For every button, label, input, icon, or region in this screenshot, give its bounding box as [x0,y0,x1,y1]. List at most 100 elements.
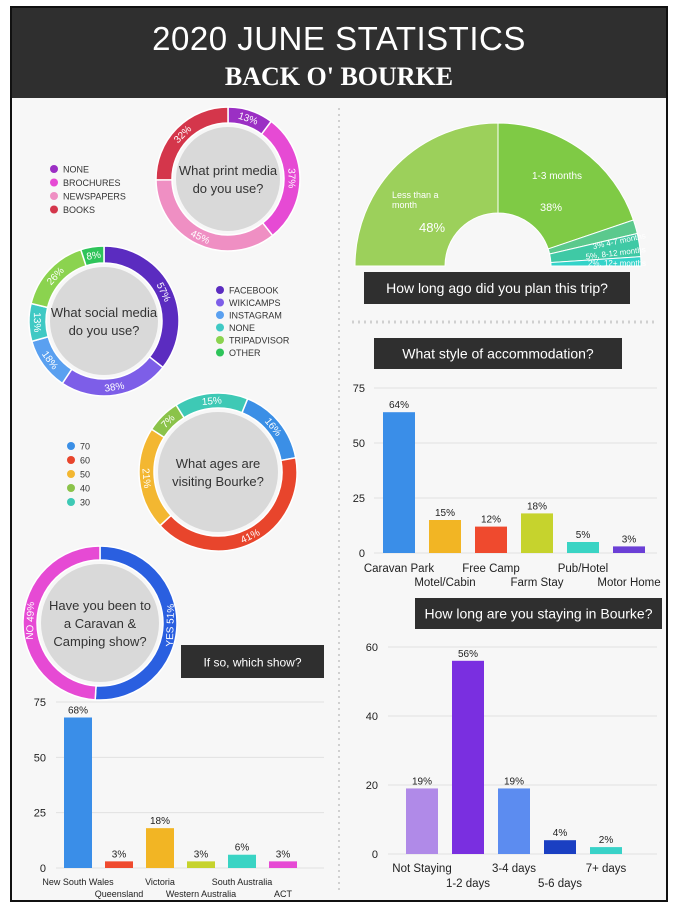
plan-trip-label: 2%, 12+ months [588,259,646,268]
caravan-show-slice-label: NO 49% [25,602,37,640]
stay-length-chart-ytick: 60 [366,642,378,654]
caravan-show-slice-label: YES 51% [165,604,177,647]
accommodation-chart-bar [383,412,415,553]
accommodation-chart-ytick: 25 [353,493,365,505]
social-media-center [50,267,158,375]
which-show-chart-bar [269,861,297,868]
social-media-slice-label: 8% [86,250,102,263]
ages-legend-item: 40 [80,484,90,494]
stay-length-chart-ytick: 40 [366,711,378,723]
accommodation-chart-category-label: Pub/Hotel [558,563,609,575]
accommodation-chart-ytick: 50 [353,438,365,450]
stay-length-chart-ytick: 0 [372,849,378,861]
accommodation-chart-value-label: 5% [576,530,591,541]
which-show-chart-bar [146,828,174,868]
infographic-frame: 2020 JUNE STATISTICS BACK O' BOURKE 13% 3… [10,6,668,902]
which-show-chart-category-label: Western Australia [166,889,236,899]
social-media-slice [79,245,105,267]
social-media-legend-item: OTHER [229,348,261,358]
social-media-question: What social media [51,305,158,320]
plan-trip-label: Less than a [392,190,439,200]
ages-center [158,412,278,532]
accommodation-chart-category-label: Motor Home [597,577,660,589]
which-show-chart-category-label: South Australia [212,877,273,887]
accommodation-chart-ytick: 75 [353,383,365,395]
accommodation-chart-value-label: 12% [481,515,501,526]
stay-length-chart-bar [590,847,622,854]
social-media-legend-item: NONE [229,323,255,333]
social-media-legend-item: TRIPADVISOR [229,336,290,346]
print-media-legend-dot [50,205,58,214]
which-show-chart-value-label: 3% [194,849,209,860]
print-media-legend-item: NEWSPAPERS [63,192,126,202]
which-show-chart-value-label: 3% [112,849,127,860]
print-media-legend-item: BROCHURES [63,178,121,188]
stay-length-chart-value-label: 19% [504,776,524,787]
social-media-legend-item: WIKICAMPS [229,298,281,308]
ages-legend-dot [67,484,75,492]
ages-slice-label: 15% [201,395,222,408]
which-show-chart-category-label: ACT [274,889,293,899]
ages-question: visiting Bourke? [172,474,264,489]
print-media-legend-dot [50,178,58,187]
which-show-chart-value-label: 6% [235,843,250,854]
which-show-chart-bar [228,854,256,868]
accommodation-chart-category-label: Motel/Cabin [414,577,475,589]
print-media-slice-label: 37% [285,168,296,188]
caravan-show-question: Have you been to [49,598,151,613]
stay-length-box [415,598,662,629]
header-banner: 2020 JUNE STATISTICS BACK O' BOURKE [12,8,666,98]
stay-length-chart-bar [452,660,484,854]
plan-trip-slice [497,122,635,250]
plan-trip-label: month [392,200,417,210]
accommodation-chart-bar [613,546,645,553]
stay-length-chart-value-label: 4% [553,828,568,839]
social-media-legend-dot [216,286,224,294]
caravan-show-question: Camping show? [53,634,146,649]
print-media-legend-item: BOOKS [63,205,95,215]
ages-legend-item: 30 [80,498,90,508]
print-media-legend-item: NONE [63,165,89,175]
plan-trip-box [364,272,630,304]
which-show-chart-ytick: 50 [34,752,46,764]
accommodation-chart-value-label: 15% [435,508,455,519]
social-media-legend-dot [216,311,224,319]
accommodation-chart-bar [521,513,553,553]
which-show-chart-category-label: Victoria [145,877,175,887]
plan-trip-slice [354,122,499,267]
print-media-question: do you use? [193,181,264,196]
stay-length-chart-category-label: Not Staying [392,863,451,875]
caravan-show-question: a Caravan & [64,616,137,631]
stay-length-chart-value-label: 19% [412,776,432,787]
accommodation-chart-category-label: Caravan Park [364,563,435,575]
stay-length-chart-category-label: 5-6 days [538,878,582,890]
caravan-show-slice [22,545,101,701]
stay-length-chart-category-label: 7+ days [586,863,627,875]
stay-length-chart-category-label: 1-2 days [446,878,490,890]
page-subtitle: BACK O' BOURKE [224,62,454,91]
accommodation-chart-value-label: 3% [622,534,637,545]
which-show-chart-category-label: Queensland [95,889,144,899]
social-media-legend-item: FACEBOOK [229,286,279,296]
which-show-chart-ytick: 25 [34,808,46,820]
ages-legend-item: 70 [80,442,90,452]
which-show-chart-value-label: 18% [150,816,170,827]
which-show-chart-category-label: New South Wales [42,877,114,887]
caravan-show-center [41,564,159,682]
social-media-legend-dot [216,336,224,344]
ages-question: What ages are [176,456,261,471]
which-show-chart-ytick: 0 [40,863,46,875]
accommodation-chart-category-label: Free Camp [462,563,520,575]
ages-legend-dot [67,470,75,478]
stay-length-chart-value-label: 2% [599,835,614,846]
ages-legend-item: 60 [80,456,90,466]
accommodation-chart-value-label: 64% [389,400,409,411]
which-show-chart-ytick: 75 [34,697,46,709]
plan-trip-pct: 38% [540,202,562,214]
which-show-chart-value-label: 68% [68,705,88,716]
plan-trip-question: How long ago did you plan this trip? [386,280,608,296]
which-show-chart-bar [105,861,133,868]
ages-legend-dot [67,498,75,506]
stay-length-chart-bar [544,840,576,854]
